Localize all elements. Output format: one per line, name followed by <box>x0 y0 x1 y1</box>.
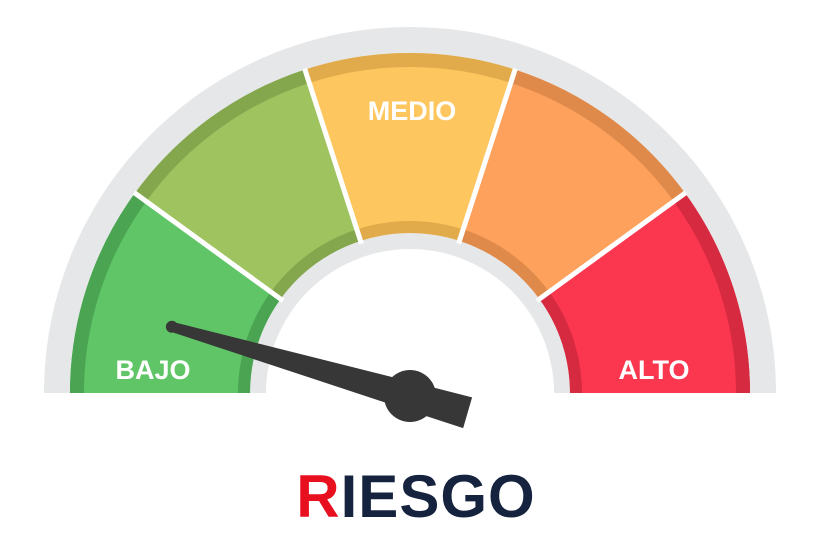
gauge-segment-inner-rim-3 <box>356 221 464 241</box>
gauge-segment-inner-rim-5 <box>539 291 582 393</box>
gauge-segments <box>70 53 750 393</box>
title-accent-letter: R <box>296 463 341 530</box>
gauge-segment-4 <box>459 69 686 299</box>
gauge-needle <box>165 320 473 429</box>
gauge-segment-inner-rim-2 <box>270 229 361 299</box>
segment-divider <box>132 190 285 303</box>
gauge-segment-5 <box>539 193 750 393</box>
gauge-segment-rim-3 <box>304 53 516 83</box>
gauge-segment-rim-1 <box>70 193 147 393</box>
gauge-label-bajo: BAJO <box>115 355 190 385</box>
gauge-label-medio: MEDIO <box>368 96 457 126</box>
segment-divider <box>535 190 688 303</box>
segment-divider <box>456 67 518 245</box>
title-rest: IESGO <box>340 463 536 530</box>
gauge-segment-2 <box>134 69 361 299</box>
needle-hub <box>384 370 436 422</box>
risk-title: RIESGO <box>0 462 832 532</box>
gauge-segment-inner-rim-1 <box>238 291 281 393</box>
gauge-segment-rim-2 <box>134 69 310 202</box>
gauge-labels: BAJO MEDIO ALTO <box>115 96 689 385</box>
needle-tip <box>165 320 178 333</box>
segment-divider <box>302 67 364 245</box>
gauge-segment-rim-5 <box>673 193 750 393</box>
gauge-segment-rim-4 <box>510 69 686 202</box>
gauge-segment-inner-rim-4 <box>459 229 550 299</box>
gauge-label-alto: ALTO <box>619 355 690 385</box>
gauge-segment-3 <box>304 53 516 241</box>
